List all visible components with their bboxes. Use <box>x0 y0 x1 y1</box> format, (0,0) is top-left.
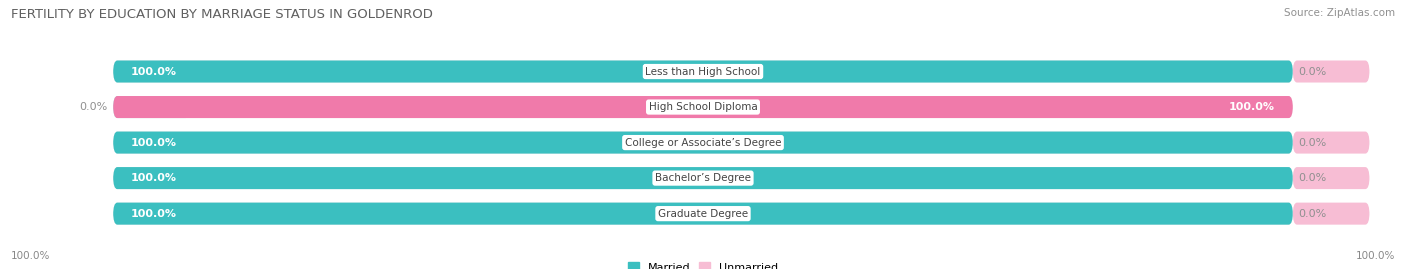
Text: FERTILITY BY EDUCATION BY MARRIAGE STATUS IN GOLDENROD: FERTILITY BY EDUCATION BY MARRIAGE STATU… <box>11 8 433 21</box>
Text: 0.0%: 0.0% <box>1299 173 1327 183</box>
Text: 0.0%: 0.0% <box>1299 209 1327 219</box>
FancyBboxPatch shape <box>114 167 1292 189</box>
Text: 100.0%: 100.0% <box>1229 102 1275 112</box>
FancyBboxPatch shape <box>114 96 1292 118</box>
FancyBboxPatch shape <box>1292 132 1369 154</box>
Text: 100.0%: 100.0% <box>1355 251 1395 261</box>
Legend: Married, Unmarried: Married, Unmarried <box>627 262 779 269</box>
FancyBboxPatch shape <box>114 96 1292 118</box>
FancyBboxPatch shape <box>114 167 1292 189</box>
FancyBboxPatch shape <box>114 61 1292 83</box>
Text: 100.0%: 100.0% <box>131 66 177 76</box>
Text: Less than High School: Less than High School <box>645 66 761 76</box>
Text: Graduate Degree: Graduate Degree <box>658 209 748 219</box>
FancyBboxPatch shape <box>1292 61 1369 83</box>
FancyBboxPatch shape <box>114 61 1292 83</box>
FancyBboxPatch shape <box>114 132 1292 154</box>
Text: 100.0%: 100.0% <box>11 251 51 261</box>
FancyBboxPatch shape <box>114 203 1292 225</box>
FancyBboxPatch shape <box>114 96 190 118</box>
Text: 0.0%: 0.0% <box>1299 137 1327 148</box>
Text: 0.0%: 0.0% <box>1299 66 1327 76</box>
FancyBboxPatch shape <box>114 132 1292 154</box>
Text: 100.0%: 100.0% <box>131 173 177 183</box>
Text: 100.0%: 100.0% <box>131 209 177 219</box>
Text: 100.0%: 100.0% <box>131 137 177 148</box>
Text: College or Associate’s Degree: College or Associate’s Degree <box>624 137 782 148</box>
Text: 0.0%: 0.0% <box>79 102 107 112</box>
Text: Bachelor’s Degree: Bachelor’s Degree <box>655 173 751 183</box>
FancyBboxPatch shape <box>1292 203 1369 225</box>
FancyBboxPatch shape <box>1292 167 1369 189</box>
Text: Source: ZipAtlas.com: Source: ZipAtlas.com <box>1284 8 1395 18</box>
Text: High School Diploma: High School Diploma <box>648 102 758 112</box>
FancyBboxPatch shape <box>114 203 1292 225</box>
